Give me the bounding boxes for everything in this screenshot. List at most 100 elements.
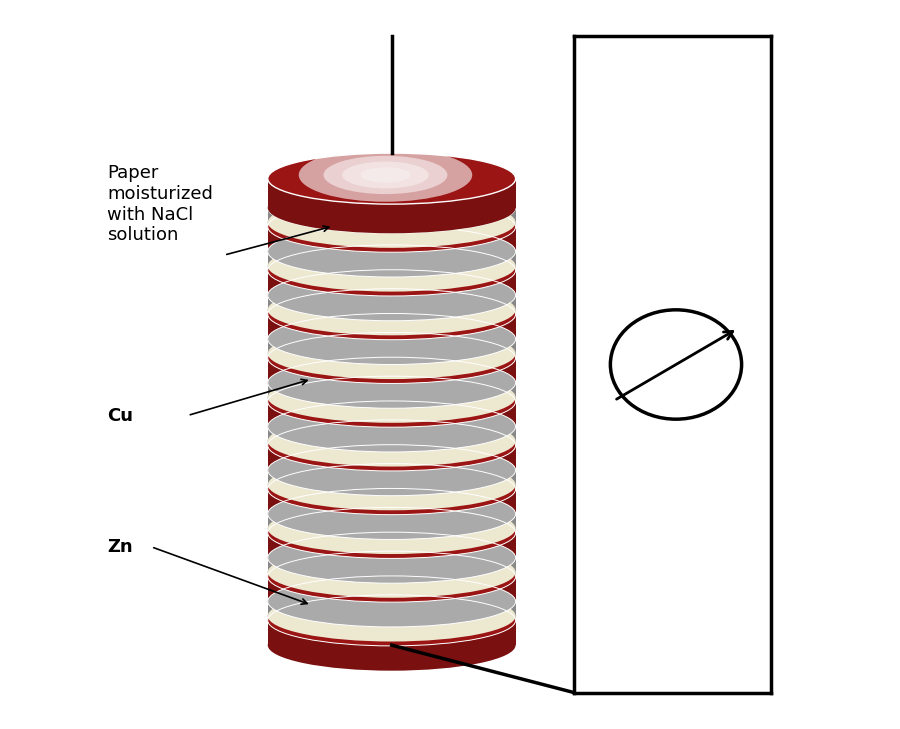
Polygon shape <box>267 489 516 514</box>
Ellipse shape <box>267 313 516 364</box>
Ellipse shape <box>267 547 516 598</box>
Ellipse shape <box>267 201 516 252</box>
Text: Cu: Cu <box>107 407 133 424</box>
Ellipse shape <box>267 507 516 558</box>
Polygon shape <box>267 208 516 222</box>
Polygon shape <box>267 383 516 397</box>
Ellipse shape <box>267 328 516 379</box>
Ellipse shape <box>267 547 516 598</box>
Ellipse shape <box>267 576 516 627</box>
Ellipse shape <box>267 595 516 646</box>
Ellipse shape <box>267 420 516 471</box>
Polygon shape <box>267 572 516 577</box>
Ellipse shape <box>267 245 516 296</box>
Polygon shape <box>267 227 516 252</box>
Polygon shape <box>267 310 516 314</box>
Ellipse shape <box>267 241 516 292</box>
Ellipse shape <box>267 289 516 340</box>
Ellipse shape <box>267 197 516 248</box>
Ellipse shape <box>267 551 516 602</box>
Ellipse shape <box>267 372 516 423</box>
Ellipse shape <box>267 313 516 364</box>
Polygon shape <box>267 529 516 533</box>
Ellipse shape <box>267 532 516 583</box>
Polygon shape <box>267 577 516 601</box>
Ellipse shape <box>267 376 516 427</box>
Polygon shape <box>267 295 516 310</box>
Ellipse shape <box>267 182 516 233</box>
Polygon shape <box>267 397 516 402</box>
Ellipse shape <box>267 328 516 379</box>
Ellipse shape <box>267 503 516 554</box>
Ellipse shape <box>299 148 472 202</box>
Polygon shape <box>267 620 516 645</box>
Ellipse shape <box>267 445 516 496</box>
Polygon shape <box>267 485 516 489</box>
Ellipse shape <box>267 332 516 383</box>
Ellipse shape <box>267 357 516 408</box>
Polygon shape <box>267 179 516 208</box>
Ellipse shape <box>267 289 516 340</box>
Polygon shape <box>267 222 516 227</box>
Polygon shape <box>267 358 516 383</box>
Ellipse shape <box>267 153 516 204</box>
Ellipse shape <box>267 376 516 427</box>
Ellipse shape <box>267 357 516 408</box>
Ellipse shape <box>361 167 410 182</box>
Ellipse shape <box>267 416 516 467</box>
Ellipse shape <box>267 332 516 383</box>
Polygon shape <box>267 252 516 266</box>
Polygon shape <box>267 445 516 470</box>
Ellipse shape <box>267 201 516 252</box>
Polygon shape <box>267 616 516 620</box>
Ellipse shape <box>267 226 516 277</box>
Polygon shape <box>267 441 516 445</box>
Polygon shape <box>267 270 516 295</box>
Ellipse shape <box>267 226 516 277</box>
Ellipse shape <box>267 532 516 583</box>
Polygon shape <box>267 514 516 529</box>
Ellipse shape <box>267 590 516 642</box>
Ellipse shape <box>267 245 516 296</box>
Ellipse shape <box>610 310 742 419</box>
Polygon shape <box>267 314 516 339</box>
Text: Paper
moisturized
with NaCl
solution: Paper moisturized with NaCl solution <box>107 164 213 244</box>
Ellipse shape <box>267 270 516 321</box>
Polygon shape <box>267 533 516 558</box>
Ellipse shape <box>267 576 516 627</box>
Ellipse shape <box>267 595 516 646</box>
Polygon shape <box>267 354 516 358</box>
Ellipse shape <box>267 372 516 423</box>
Ellipse shape <box>267 401 516 452</box>
Ellipse shape <box>267 241 516 292</box>
Ellipse shape <box>267 488 516 539</box>
Ellipse shape <box>267 620 516 671</box>
Ellipse shape <box>267 420 516 471</box>
Polygon shape <box>267 426 516 441</box>
Ellipse shape <box>267 464 516 515</box>
Ellipse shape <box>267 590 516 642</box>
Text: Zn: Zn <box>107 538 133 555</box>
Ellipse shape <box>267 503 516 554</box>
Ellipse shape <box>267 459 516 510</box>
Ellipse shape <box>267 270 516 321</box>
Ellipse shape <box>267 284 516 335</box>
Ellipse shape <box>342 162 429 188</box>
Ellipse shape <box>267 488 516 539</box>
Polygon shape <box>267 339 516 354</box>
Ellipse shape <box>267 401 516 452</box>
Ellipse shape <box>323 156 447 194</box>
Ellipse shape <box>267 445 516 496</box>
Polygon shape <box>267 266 516 270</box>
Ellipse shape <box>267 464 516 515</box>
Ellipse shape <box>267 182 516 233</box>
Ellipse shape <box>267 551 516 602</box>
Polygon shape <box>267 470 516 485</box>
Ellipse shape <box>267 284 516 335</box>
Polygon shape <box>267 402 516 426</box>
Ellipse shape <box>267 197 516 248</box>
Ellipse shape <box>267 416 516 467</box>
Polygon shape <box>267 558 516 572</box>
Ellipse shape <box>267 507 516 558</box>
Ellipse shape <box>267 459 516 510</box>
